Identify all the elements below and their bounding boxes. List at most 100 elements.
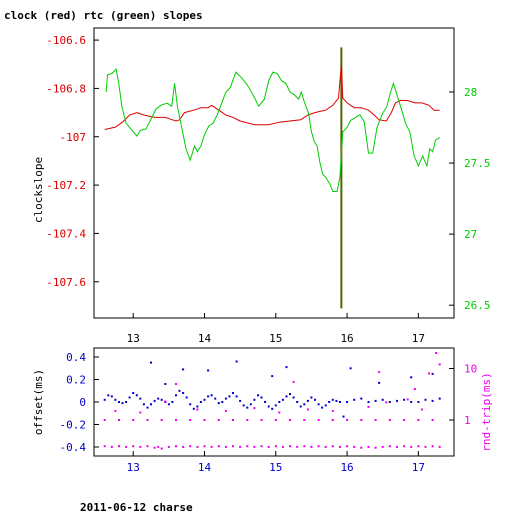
offset-point [264, 401, 267, 403]
round-trip-point [217, 419, 220, 421]
offset-point [381, 398, 384, 401]
round-trip-point [246, 419, 249, 421]
top-y-right-tick-label: 27 [464, 228, 477, 241]
offset-point [342, 415, 345, 418]
offset-point [310, 396, 313, 399]
offset-point [167, 403, 170, 406]
offset-point [281, 398, 284, 401]
offset-point [335, 399, 338, 402]
round-trip-point [196, 445, 199, 448]
round-trip-point [324, 445, 327, 448]
round-trip-point [224, 445, 227, 448]
top-y-right-tick-label: 26.5 [464, 299, 491, 312]
offset-point [260, 396, 263, 399]
top-y-left-tick-label: -107.2 [46, 179, 86, 192]
round-trip-point [132, 419, 135, 421]
round-trip-point [428, 372, 430, 375]
round-trip-point [164, 400, 167, 403]
round-trip-point [360, 419, 363, 421]
top-y-axis-label: clockslope [32, 157, 45, 223]
offset-point [150, 361, 152, 364]
offset-point [324, 404, 327, 407]
round-trip-point [310, 445, 313, 448]
bottom-right-y-axis-label: rnd-trip(ms) [480, 372, 493, 451]
round-trip-point [417, 419, 420, 421]
offset-point [214, 397, 217, 400]
offset-point [121, 402, 124, 405]
offset-point [299, 405, 302, 408]
round-trip-point [378, 371, 381, 374]
round-trip-point [303, 419, 306, 421]
round-trip-point [289, 419, 291, 421]
round-trip-point [388, 419, 391, 421]
offset-point [285, 366, 288, 369]
offset-point [164, 383, 167, 385]
round-trip-point [103, 419, 106, 421]
round-trip-point [239, 445, 242, 448]
offset-point [185, 396, 188, 399]
round-trip-point [374, 446, 377, 449]
offset-point [249, 403, 252, 406]
offset-point [217, 402, 220, 405]
round-trip-point [175, 419, 177, 421]
top-y-right-tick-label: 27.5 [464, 157, 491, 170]
round-trip-point [381, 445, 384, 448]
offset-point [107, 394, 110, 397]
offset-point [235, 395, 238, 398]
round-trip-point [132, 445, 135, 448]
offset-point [378, 381, 381, 384]
offset-point [338, 401, 341, 403]
offset-point [157, 397, 160, 400]
offset-point [132, 392, 135, 394]
top-x-tick-label: 14 [198, 332, 212, 345]
round-trip-point [232, 419, 234, 421]
round-trip-point [125, 445, 128, 448]
round-trip-point [438, 363, 441, 366]
bottom-plot-frame [93, 347, 455, 457]
bottom-y-left-tick-label: 0 [79, 396, 86, 409]
round-trip-point [139, 445, 142, 448]
offset-point [328, 401, 331, 403]
offset-point [196, 405, 199, 408]
round-trip-point [374, 419, 377, 421]
round-trip-point [420, 408, 423, 411]
offset-point [257, 394, 259, 397]
round-trip-point [175, 383, 177, 385]
offset-point [285, 395, 288, 398]
offset-point [396, 399, 398, 402]
offset-point [189, 403, 192, 406]
round-trip-point [281, 445, 284, 448]
bottom-x-tick-label: 17 [412, 461, 425, 474]
round-trip-point [306, 408, 309, 411]
round-trip-point [317, 419, 320, 421]
offset-point [103, 398, 106, 401]
round-trip-point [146, 445, 149, 448]
round-trip-point [253, 407, 256, 410]
offset-point [235, 360, 238, 363]
round-trip-point [331, 409, 334, 412]
round-trip-point [406, 398, 409, 401]
round-trip-point [153, 446, 156, 449]
offset-point [178, 389, 181, 392]
round-trip-point [203, 445, 206, 448]
offset-point [346, 401, 349, 403]
offset-point [135, 394, 138, 397]
round-trip-point [410, 445, 413, 448]
round-trip-point [292, 380, 295, 383]
bottom-x-tick-label: 16 [340, 461, 353, 474]
round-trip-point [167, 445, 170, 448]
round-trip-point [118, 419, 120, 421]
offset-point [118, 401, 120, 403]
offset-point [242, 404, 245, 407]
round-trip-point [196, 408, 199, 411]
round-trip-point [110, 445, 113, 448]
offset-point [207, 369, 210, 372]
round-trip-point [367, 445, 370, 448]
top-plot-frame [93, 27, 455, 319]
offset-point [246, 406, 249, 409]
offset-point [239, 399, 242, 402]
round-trip-point [338, 445, 341, 448]
round-trip-point [189, 419, 192, 421]
round-trip-point [114, 409, 117, 412]
